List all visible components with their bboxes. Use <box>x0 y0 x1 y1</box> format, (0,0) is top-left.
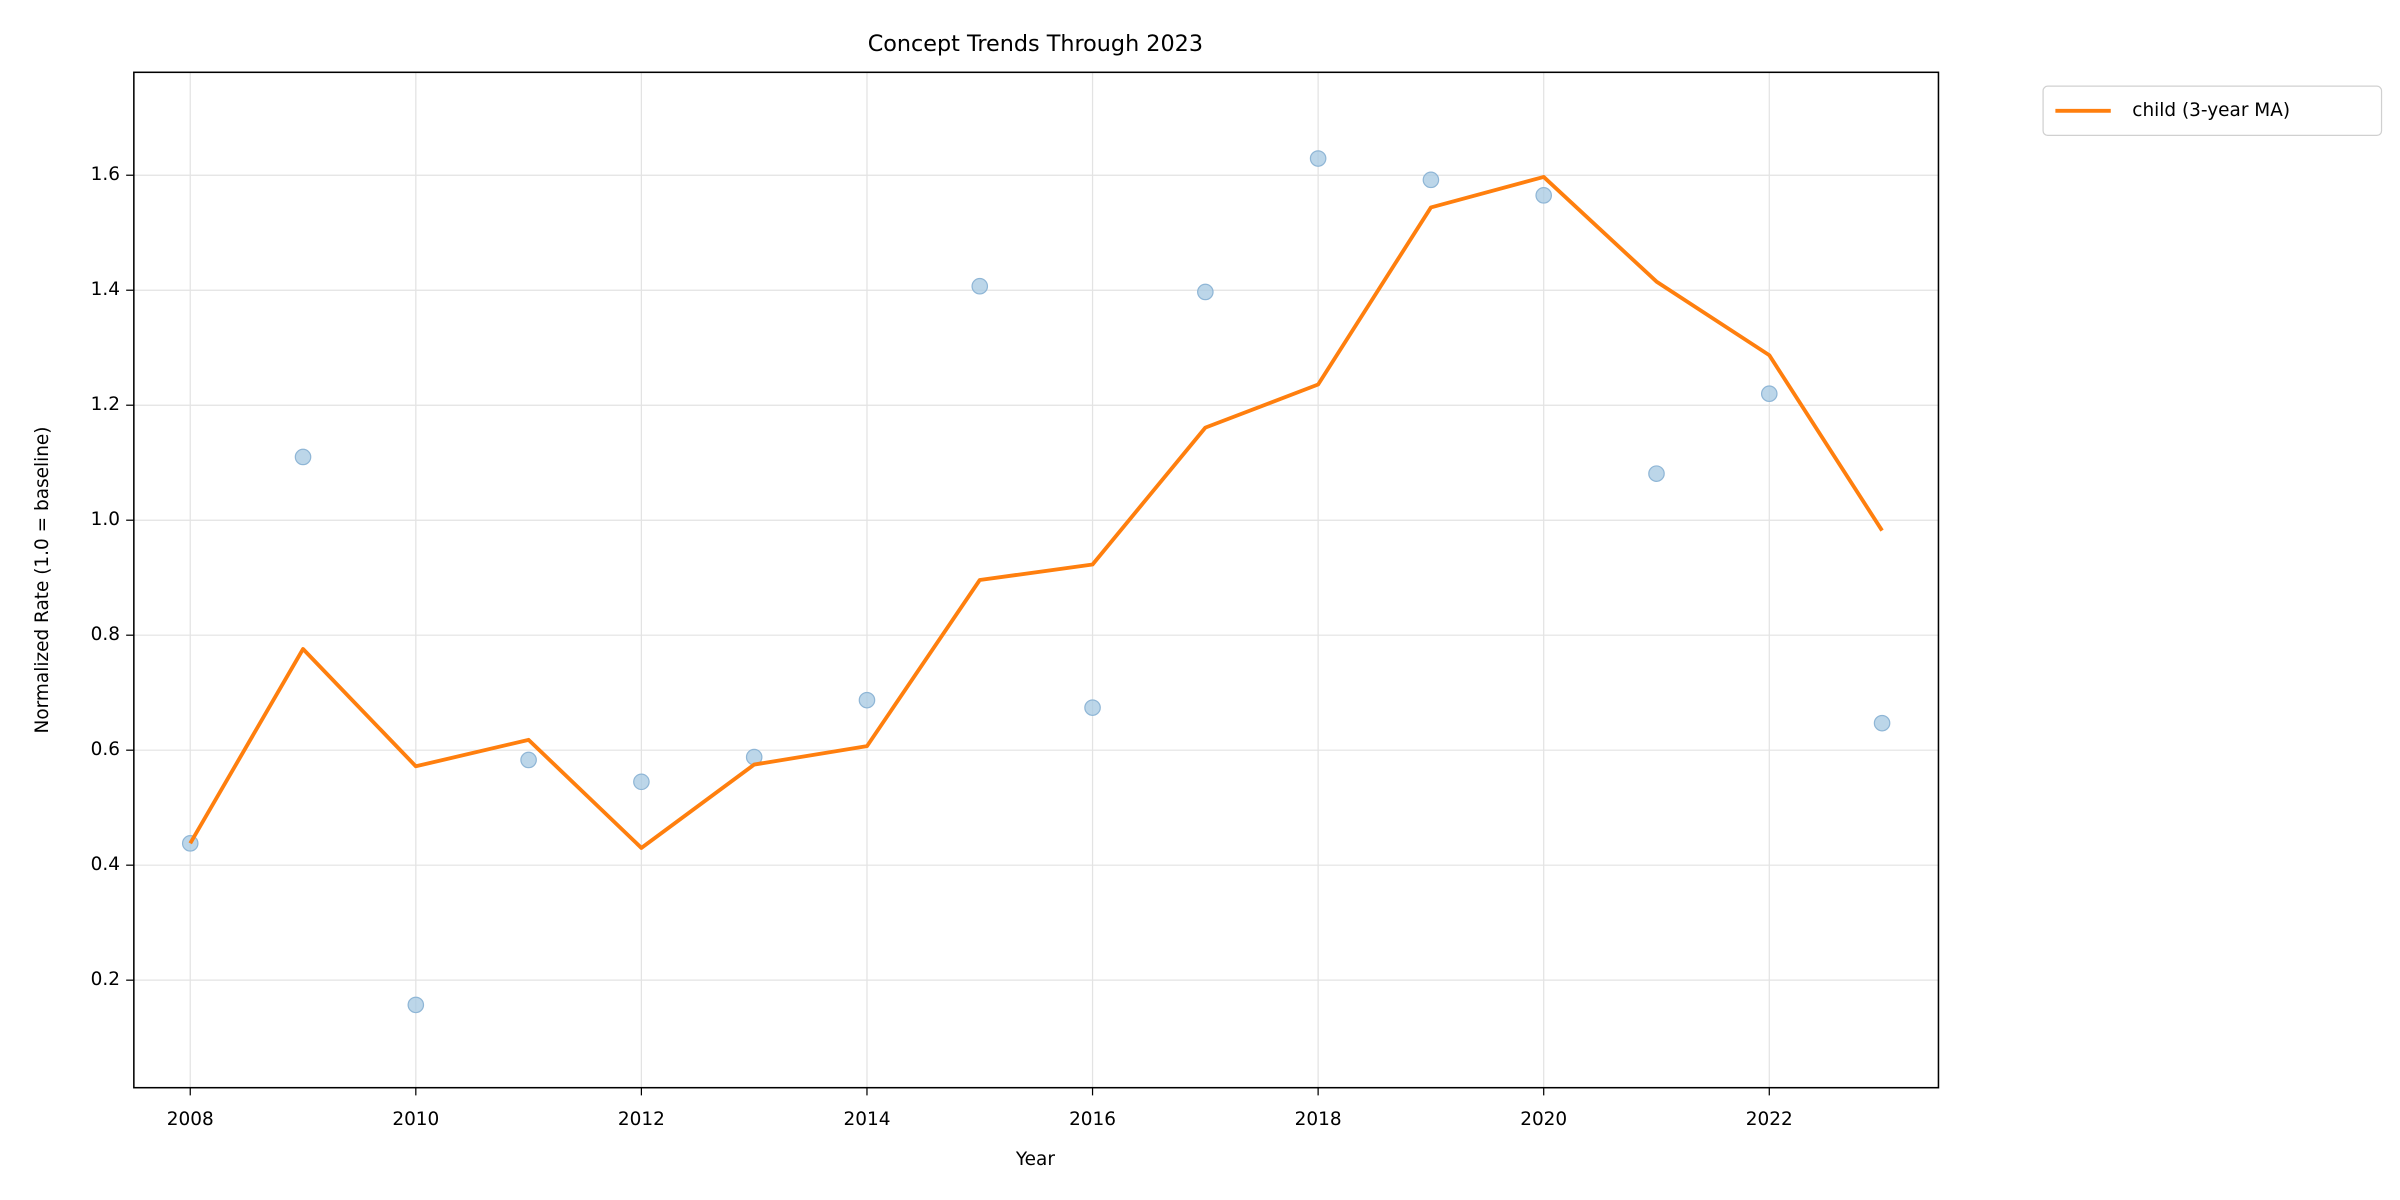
scatter-point <box>858 691 876 709</box>
x-tick-label: 2020 <box>1520 1109 1567 1130</box>
x-tick-label: 2018 <box>1295 1109 1342 1130</box>
y-tick-label: 1.4 <box>91 279 120 300</box>
scatter-point <box>1760 385 1778 403</box>
scatter-point <box>1197 283 1214 301</box>
plot-frame <box>133 71 1940 1089</box>
y-tick-label: 1.2 <box>91 394 120 415</box>
y-tick-label: 0.2 <box>91 969 120 990</box>
scatter-point <box>407 996 425 1014</box>
scatter-point <box>1084 699 1101 716</box>
y-tick-label: 0.6 <box>91 739 120 760</box>
scatter-point <box>1422 171 1440 189</box>
x-tick-label: 2022 <box>1746 1109 1793 1130</box>
scatter-point <box>633 773 650 791</box>
x-tick-label: 2016 <box>1069 1109 1116 1130</box>
scatter-point <box>1535 187 1553 204</box>
y-axis-label: Normalized Rate (1.0 = baseline) <box>32 427 53 734</box>
x-tick-label: 2014 <box>843 1109 890 1130</box>
y-tick-label: 0.4 <box>91 854 120 875</box>
scatter-point <box>971 277 989 295</box>
scatter-point <box>294 448 312 466</box>
scatter-point <box>1309 150 1327 167</box>
y-tick-label: 1.0 <box>91 509 120 530</box>
line-series <box>188 175 1884 850</box>
scatter-point <box>520 751 537 769</box>
x-tick-label: 2010 <box>392 1109 439 1130</box>
y-tick-label: 0.8 <box>91 624 120 645</box>
chart-title: Concept Trends Through 2023 <box>868 31 1203 57</box>
legend-box <box>2042 85 2383 136</box>
x-tick-label: 2012 <box>618 1109 665 1130</box>
legend-label: child (3-year MA) <box>2132 100 2290 121</box>
x-tick-label: 2008 <box>167 1109 214 1130</box>
y-tick-label: 1.6 <box>91 164 120 185</box>
scatter-point <box>1873 714 1891 732</box>
x-axis-label: Year <box>1015 1149 1055 1170</box>
scatter-point <box>1648 465 1665 482</box>
